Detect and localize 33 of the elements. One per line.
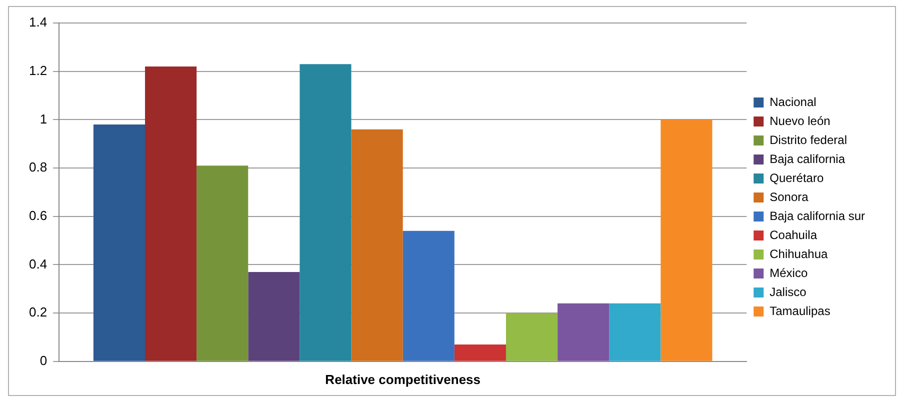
bar — [402, 230, 454, 361]
bar — [145, 66, 197, 361]
legend-label: Sonora — [770, 190, 809, 204]
legend-label: Baja california sur — [770, 208, 866, 223]
legend-label: Querétaro — [770, 170, 824, 185]
bar — [300, 64, 352, 361]
bar — [609, 303, 661, 361]
legend-label: Baja california — [770, 152, 846, 166]
bar — [558, 303, 610, 361]
legend-label: Coahuila — [770, 228, 818, 242]
y-tick-label: 0.4 — [28, 256, 48, 272]
legend-label: Jalisco — [770, 284, 807, 299]
bar — [93, 124, 146, 361]
y-tick-label: 0.6 — [28, 208, 48, 223]
bar — [454, 344, 506, 361]
bar — [196, 166, 248, 361]
y-tick-label: 1 — [40, 111, 48, 126]
y-tick-label: 1.2 — [28, 62, 48, 78]
y-tick-label: 0.2 — [28, 304, 48, 320]
legend-label: Chihuahua — [770, 246, 828, 261]
legend-label: México — [770, 266, 808, 280]
y-tick-label: 0 — [40, 352, 48, 368]
bar — [660, 120, 712, 361]
bar — [248, 272, 300, 361]
y-tick-label: 0.8 — [28, 160, 48, 175]
bar — [351, 129, 403, 361]
legend-label: Distrito federal — [770, 132, 847, 147]
legend-label: Nacional — [770, 94, 816, 109]
legend-label: Nuevo león — [770, 114, 830, 128]
bar — [506, 313, 558, 361]
legend-label: Tamaulipas — [770, 304, 830, 318]
y-tick-label: 1.4 — [28, 14, 48, 30]
x-tick-label: Relative competitiveness — [325, 372, 481, 387]
